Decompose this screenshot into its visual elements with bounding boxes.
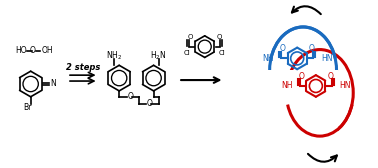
- Text: Br: Br: [23, 103, 31, 112]
- Text: O: O: [328, 72, 333, 81]
- Text: H$_2$N: H$_2$N: [150, 49, 167, 62]
- Text: N: N: [50, 79, 56, 89]
- Text: O: O: [298, 72, 304, 81]
- Text: Cl: Cl: [184, 50, 191, 56]
- Text: O: O: [128, 92, 134, 101]
- Text: 2 steps: 2 steps: [66, 63, 100, 72]
- Text: NH$_2$: NH$_2$: [106, 49, 122, 62]
- Text: HN: HN: [321, 54, 332, 63]
- Text: O: O: [279, 44, 285, 53]
- Text: O: O: [30, 46, 36, 55]
- Text: Cl: Cl: [219, 50, 226, 56]
- Text: O: O: [147, 99, 153, 108]
- Text: NH: NH: [262, 54, 274, 63]
- Text: OH: OH: [42, 46, 53, 55]
- Text: O: O: [309, 44, 315, 53]
- Text: NH: NH: [281, 81, 292, 90]
- Text: O: O: [217, 34, 222, 40]
- Text: HN: HN: [339, 81, 351, 90]
- Text: O: O: [187, 34, 193, 40]
- Text: HO: HO: [15, 46, 26, 55]
- Bar: [268, 70, 338, 147]
